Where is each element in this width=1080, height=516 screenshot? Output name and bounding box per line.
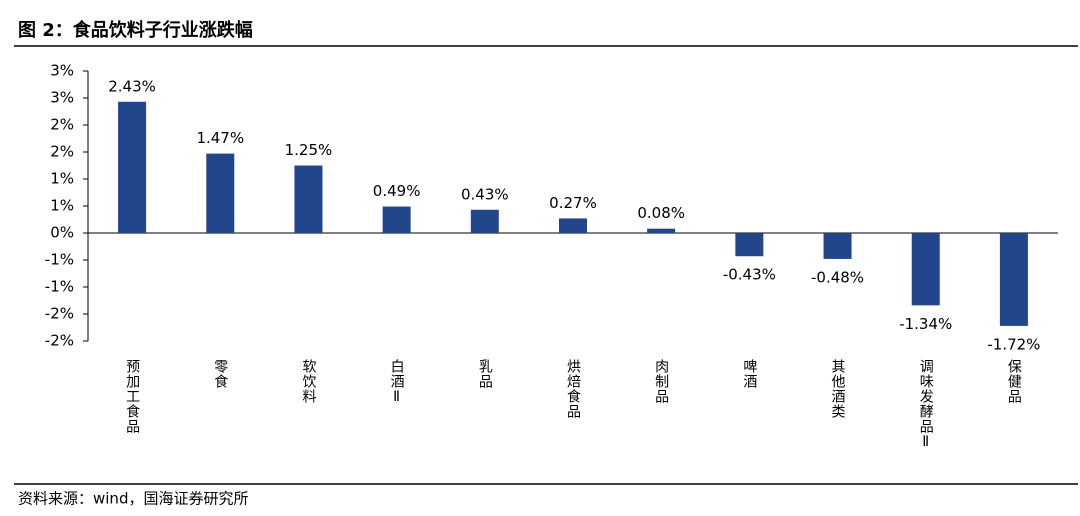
bar xyxy=(118,101,147,233)
bar xyxy=(294,165,323,233)
y-tick-label: 2% xyxy=(50,143,74,161)
x-tick-label: 调味发酵品Ⅱ xyxy=(918,359,934,451)
y-tick-label: 0% xyxy=(50,224,74,242)
bar xyxy=(559,218,587,233)
bar xyxy=(382,206,411,233)
x-tick-label: 预加工食品 xyxy=(124,359,140,434)
bar xyxy=(999,233,1028,326)
value-label: 0.27% xyxy=(549,194,597,212)
y-tick-label: -2% xyxy=(45,305,74,323)
source-note: 资料来源：wind，国海证券研究所 xyxy=(18,490,248,508)
y-tick-label: -1% xyxy=(45,278,74,296)
x-tick-label: 零食 xyxy=(212,359,228,389)
value-label: -1.72% xyxy=(987,335,1040,353)
value-label: 0.08% xyxy=(637,204,685,222)
y-tick-label: -1% xyxy=(45,251,74,269)
x-tick-label: 保健品 xyxy=(1006,359,1022,404)
chart-title: 图 2：食品饮料子行业涨跌幅 xyxy=(18,19,253,41)
value-label: -0.43% xyxy=(723,266,776,284)
x-tick-label: 啤酒 xyxy=(741,359,757,389)
x-tick-label: 软饮料 xyxy=(300,359,316,404)
y-tick-label: 2% xyxy=(50,116,74,134)
value-label: 1.47% xyxy=(196,129,244,147)
x-tick-label: 乳品 xyxy=(477,359,493,389)
value-label: 1.25% xyxy=(285,141,333,159)
y-tick-label: 3% xyxy=(50,62,74,80)
bar xyxy=(647,228,676,233)
y-tick-label: -2% xyxy=(45,332,74,350)
value-label: -0.48% xyxy=(811,268,864,286)
y-tick-label: 1% xyxy=(50,197,74,215)
y-tick-label: 1% xyxy=(50,170,74,188)
bar xyxy=(735,233,764,257)
bar xyxy=(470,209,499,233)
value-label: 0.43% xyxy=(461,185,509,203)
y-tick-label: 3% xyxy=(50,89,74,107)
value-label: -1.34% xyxy=(899,315,952,333)
bar xyxy=(206,153,235,233)
x-tick-label: 其他酒类 xyxy=(830,359,846,419)
value-label: 2.43% xyxy=(108,77,156,95)
x-tick-label: 肉制品 xyxy=(653,359,669,404)
value-label: 0.49% xyxy=(373,182,421,200)
x-tick-label: 白酒Ⅱ xyxy=(389,359,405,406)
bar xyxy=(823,233,852,259)
x-tick-label: 烘焙食品 xyxy=(565,359,581,419)
bar xyxy=(911,233,940,306)
